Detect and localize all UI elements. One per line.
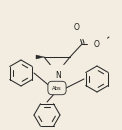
Text: N: N <box>55 70 61 80</box>
Polygon shape <box>36 55 44 59</box>
Text: O: O <box>74 24 80 32</box>
Text: O: O <box>94 40 100 49</box>
Text: Abs: Abs <box>52 86 62 90</box>
